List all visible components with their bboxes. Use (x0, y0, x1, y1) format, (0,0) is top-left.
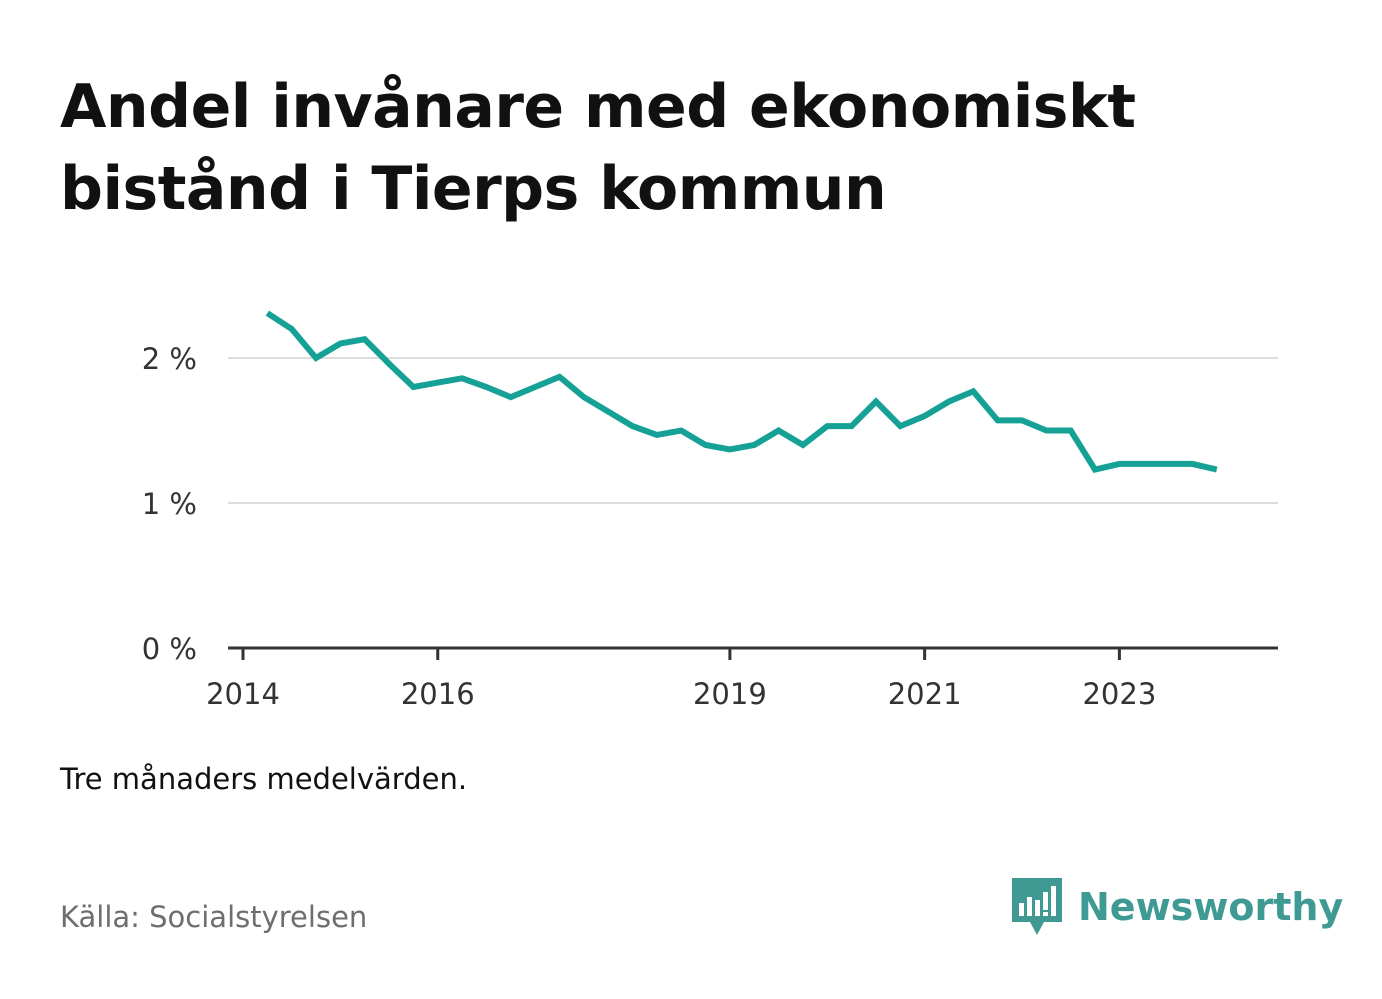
x-tick-label-0: 2014 (206, 677, 280, 711)
y-axis-tick-labels: 0 % 1 % 2 % (142, 342, 197, 666)
chart-note: Tre månaders medelvärden. (60, 762, 468, 796)
x-axis-tick-labels: 2014 2016 2019 2021 2023 (206, 677, 1156, 711)
x-axis (228, 646, 1278, 660)
series-line-0 (265, 310, 1218, 474)
x-tick-label-1: 2016 (401, 677, 475, 711)
grid-lines (228, 357, 1278, 504)
y-tick-label-1: 1 % (142, 487, 197, 521)
series-layer (265, 310, 1218, 474)
brand-logo[interactable]: Newsworthy (1010, 876, 1343, 938)
y-tick-label-0: 0 % (142, 632, 197, 666)
x-tick-label-3: 2021 (888, 677, 962, 711)
newsworthy-logo-icon (1012, 878, 1062, 935)
x-tick-label-4: 2023 (1082, 677, 1156, 711)
y-tick-label-2: 2 % (142, 342, 197, 376)
x-tick-label-2: 2019 (693, 677, 767, 711)
source-credit: Källa: Socialstyrelsen (60, 900, 368, 934)
chart-title: Andel invånare med ekonomiskt bistånd i … (60, 72, 1136, 224)
line-chart: 0 % 1 % 2 % 2014 2016 2019 2021 2023 (142, 310, 1278, 711)
brand-name: Newsworthy (1078, 885, 1344, 929)
